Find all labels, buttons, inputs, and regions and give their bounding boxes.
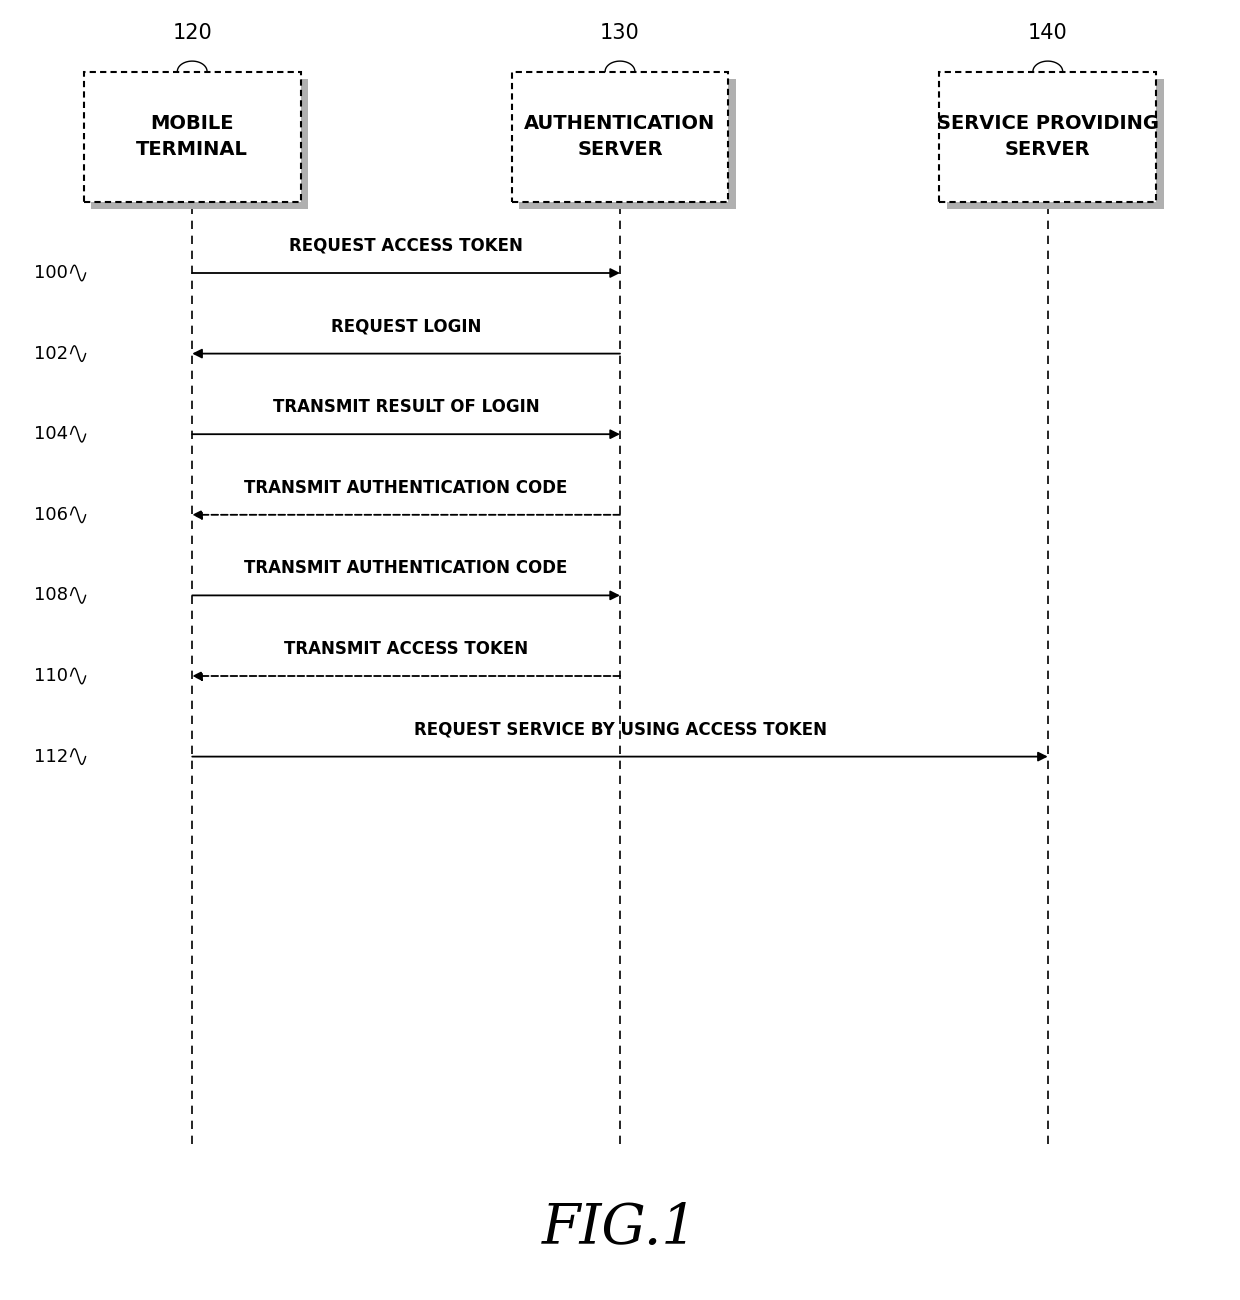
Bar: [947, 79, 1163, 209]
Text: REQUEST LOGIN: REQUEST LOGIN: [331, 317, 481, 335]
Text: TRANSMIT ACCESS TOKEN: TRANSMIT ACCESS TOKEN: [284, 640, 528, 658]
Text: TRANSMIT AUTHENTICATION CODE: TRANSMIT AUTHENTICATION CODE: [244, 478, 568, 497]
Text: 112: 112: [33, 747, 68, 766]
Text: 106: 106: [35, 506, 68, 524]
Text: 104: 104: [33, 425, 68, 443]
Text: TRANSMIT AUTHENTICATION CODE: TRANSMIT AUTHENTICATION CODE: [244, 559, 568, 577]
Bar: [940, 72, 1156, 202]
Text: 100: 100: [35, 264, 68, 282]
Text: SERVICE PROVIDING
SERVER: SERVICE PROVIDING SERVER: [936, 114, 1159, 160]
Text: REQUEST SERVICE BY USING ACCESS TOKEN: REQUEST SERVICE BY USING ACCESS TOKEN: [413, 720, 827, 738]
Text: 130: 130: [600, 23, 640, 43]
Text: 102: 102: [33, 344, 68, 363]
Text: MOBILE
TERMINAL: MOBILE TERMINAL: [136, 114, 248, 160]
Bar: [511, 72, 728, 202]
Bar: [518, 79, 735, 209]
Text: AUTHENTICATION
SERVER: AUTHENTICATION SERVER: [525, 114, 715, 160]
Text: REQUEST ACCESS TOKEN: REQUEST ACCESS TOKEN: [289, 237, 523, 255]
Text: 108: 108: [35, 586, 68, 605]
Bar: [84, 72, 300, 202]
Text: 110: 110: [35, 667, 68, 685]
Bar: [92, 79, 308, 209]
Text: TRANSMIT RESULT OF LOGIN: TRANSMIT RESULT OF LOGIN: [273, 398, 539, 416]
Text: 120: 120: [172, 23, 212, 43]
Text: FIG.1: FIG.1: [542, 1201, 698, 1256]
Text: 140: 140: [1028, 23, 1068, 43]
